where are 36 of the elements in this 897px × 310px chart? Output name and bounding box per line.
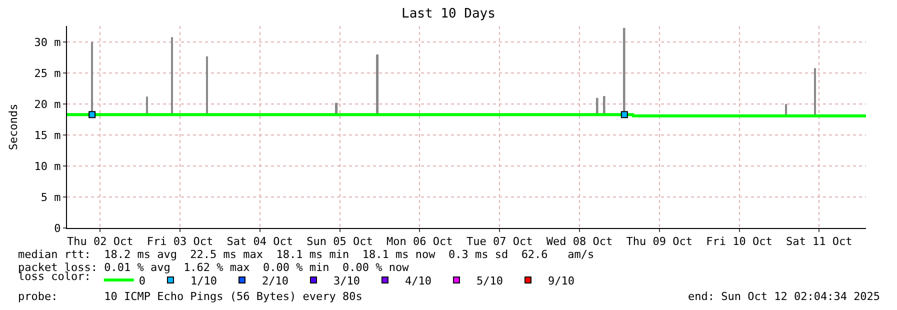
legend-label: 3/10 [333,274,360,288]
x-tick-label: Thu 09 Oct [626,235,692,248]
y-tick-label: 0 [54,222,61,235]
x-tick-label: Sat 11 Oct [786,235,852,248]
bar [596,98,598,115]
chart-title: Last 10 Days [402,6,496,22]
bar [603,96,606,115]
y-tick-label: 5 m [40,190,62,204]
y-axis-title: Seconds [6,104,20,150]
y-tick-label: 30 m [34,36,62,49]
legend-label: 9/10 [548,274,574,288]
x-tick-label: Tue 07 Oct [466,235,533,248]
x-tick-label: Sat 04 Oct [226,235,293,248]
bar [814,68,816,116]
legend-label: 5/10 [476,274,503,288]
y-tick-label: 15 m [34,128,62,142]
bar [146,96,148,115]
x-tick-label: Fri 03 Oct [146,235,214,248]
y-tick-label: 20 m [34,98,62,111]
text: median rtt: 18.2 ms avg 22.5 ms max 18.1 ms min 18.1 ms now 0.3 ms sd 62.6 am/s [18,248,594,261]
legend-label: 2/10 [262,274,288,288]
bar [376,54,379,115]
x-tick-label: Sun 05 Oct [306,235,373,248]
legend-label: 4/10 [404,274,432,288]
y-tick-label: 25 m [34,66,62,80]
text: end: Sun Oct 12 02:04:34 2025 [688,290,880,303]
x-tick-label: Wed 08 Oct [546,235,613,248]
x-tick-label: Fri 10 Oct [706,235,772,248]
x-tick-label: Thu 02 Oct [66,235,134,248]
legend-label: 1/10 [190,274,217,288]
bar [171,37,173,115]
x-tick-label: Mon 06 Oct [386,235,453,248]
text: probe: 10 ICMP Echo Pings (56 Bytes) every 80s [18,290,362,303]
legend-label: 0 [138,274,146,288]
y-tick-label: 10 m [34,160,62,173]
bar [206,56,208,115]
